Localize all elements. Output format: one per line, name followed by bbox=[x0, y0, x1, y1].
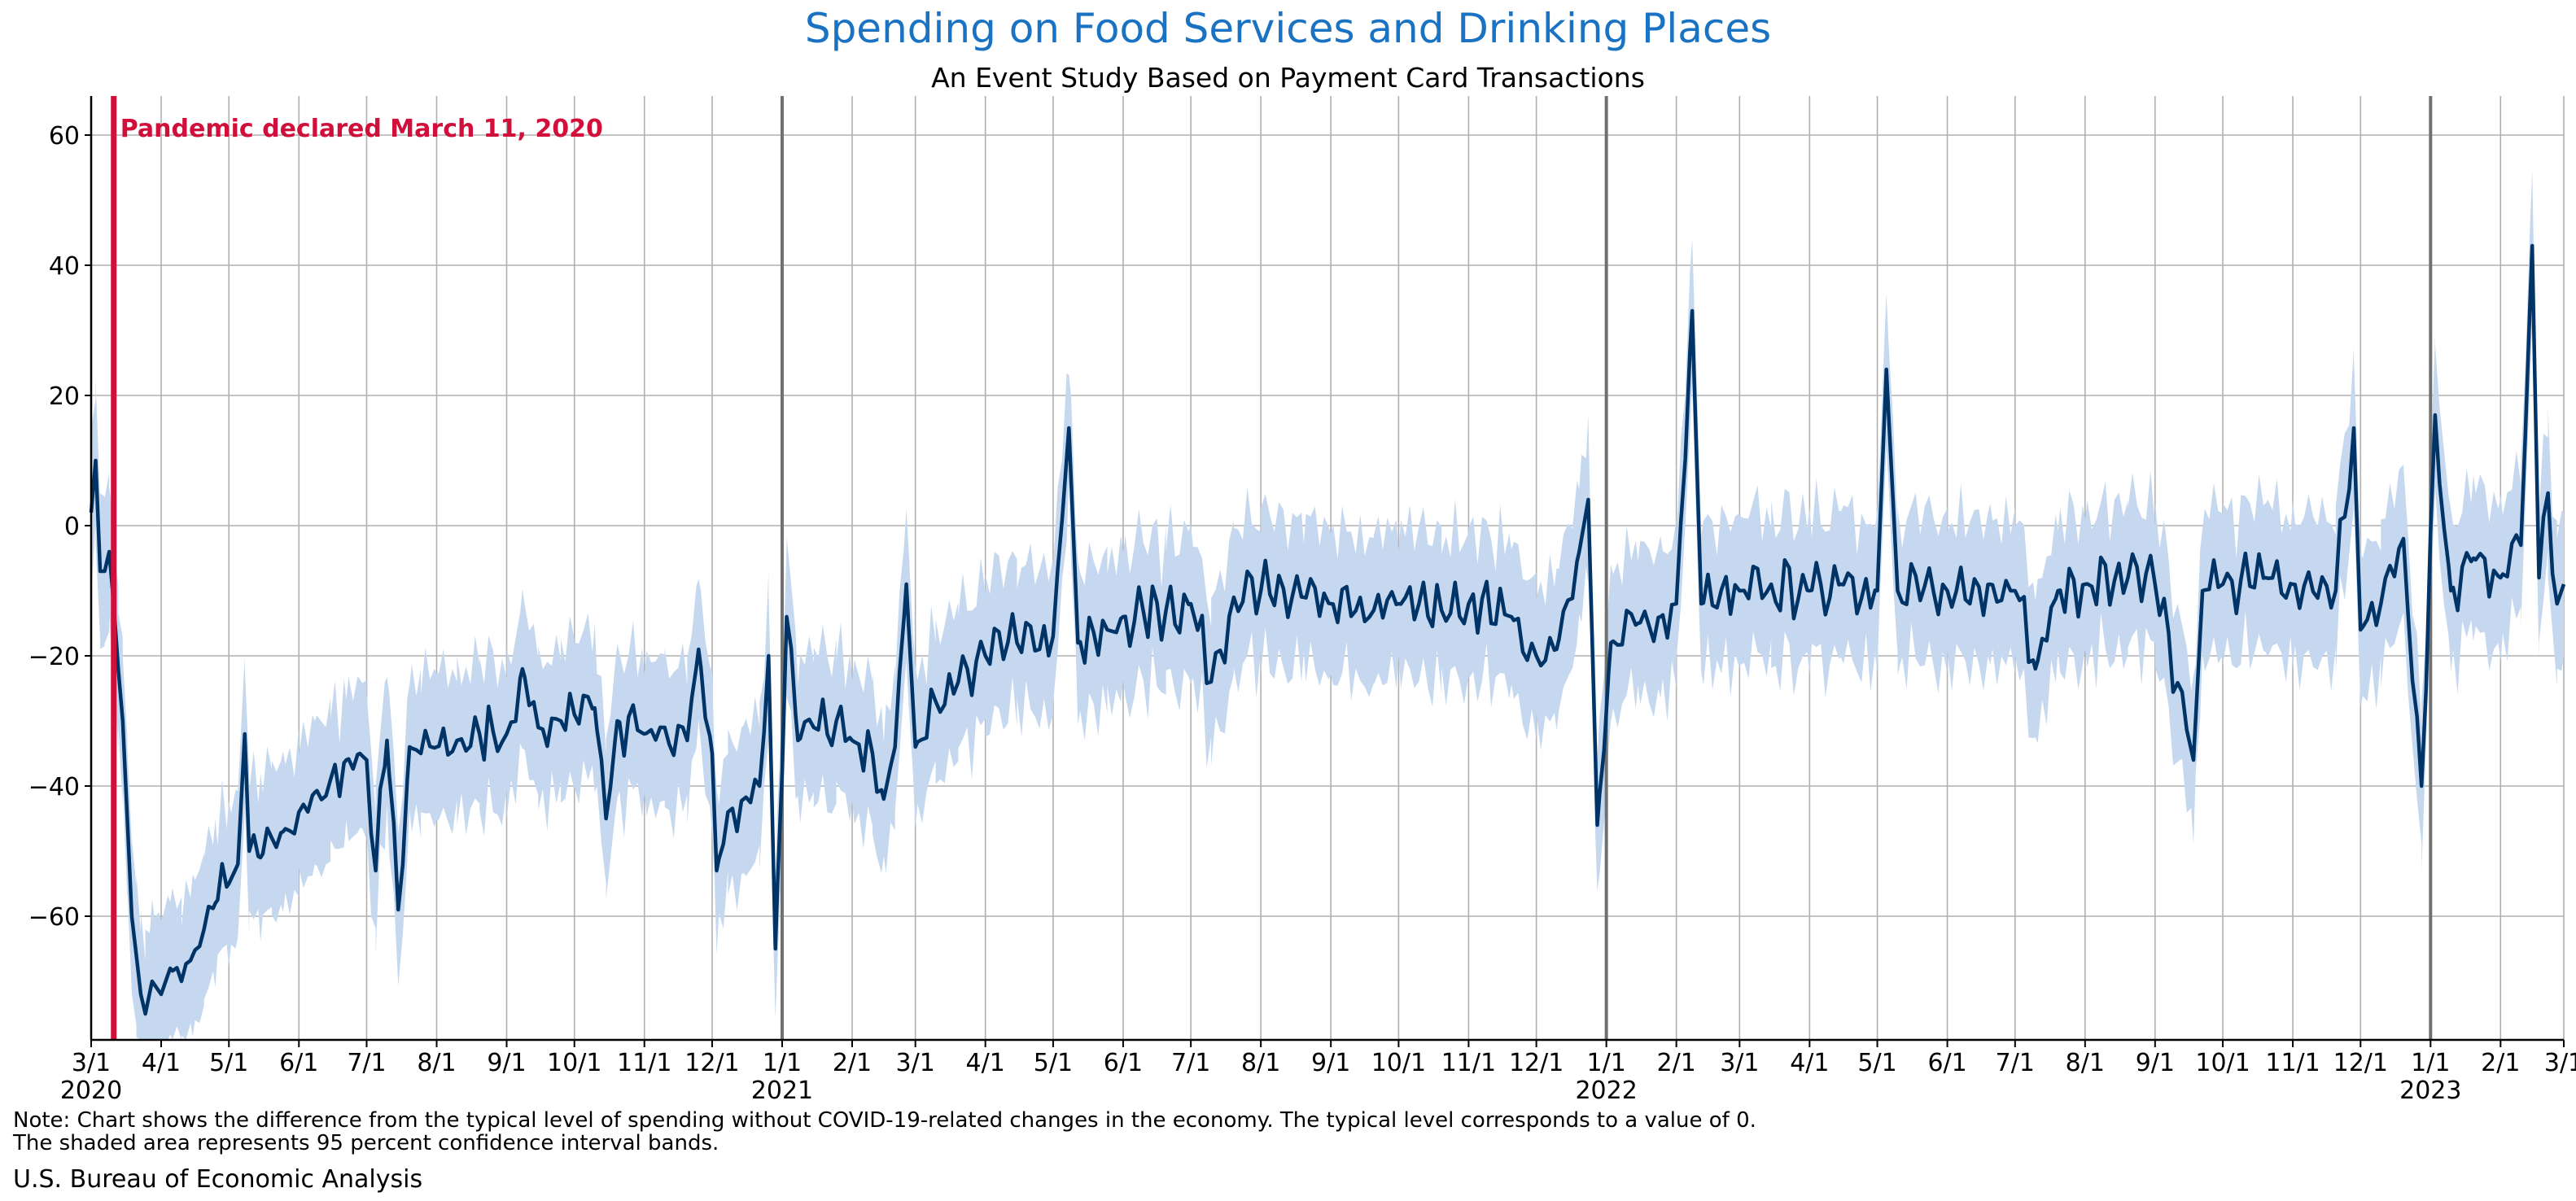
chart-note-line-2: The shaded area represents 95 percent co… bbox=[13, 1131, 719, 1155]
series-path bbox=[89, 243, 2566, 1016]
x-tick-label: 12/1 bbox=[2333, 1049, 2388, 1077]
x-tick-label: 10/1 bbox=[1371, 1049, 1426, 1077]
x-tick-label: 3/1 bbox=[2544, 1049, 2576, 1077]
x-tick-label: 3/1 bbox=[1720, 1049, 1759, 1077]
x-tick-label: 9/1 bbox=[487, 1049, 526, 1077]
x-tick-label: 7/1 bbox=[347, 1049, 386, 1077]
x-tick-label: 3/1 bbox=[72, 1049, 111, 1077]
x-year-label: 2021 bbox=[751, 1077, 813, 1105]
x-tick-label: 4/1 bbox=[1790, 1049, 1829, 1077]
x-tick-label: 6/1 bbox=[279, 1049, 318, 1077]
x-tick-label: 6/1 bbox=[1104, 1049, 1143, 1077]
y-tick-label: 40 bbox=[49, 252, 80, 281]
x-tick-label: 11/1 bbox=[1441, 1049, 1496, 1077]
y-tick-label: −20 bbox=[28, 643, 80, 671]
x-tick-label: 2/1 bbox=[1657, 1049, 1696, 1077]
x-tick-label: 3/1 bbox=[896, 1049, 935, 1077]
x-tick-label: 8/1 bbox=[1241, 1049, 1280, 1077]
x-year-label: 2022 bbox=[1575, 1077, 1637, 1105]
x-tick-label: 7/1 bbox=[1996, 1049, 2035, 1077]
chart-note-line-1: Note: Chart shows the difference from th… bbox=[13, 1108, 1756, 1133]
confidence-band bbox=[91, 169, 2564, 1040]
x-tick-label: 2/1 bbox=[833, 1049, 872, 1077]
x-tick-label: 10/1 bbox=[2195, 1049, 2250, 1077]
x-tick-label: 12/1 bbox=[1509, 1049, 1564, 1077]
y-tick-label: 0 bbox=[64, 513, 80, 541]
y-tick-label: −60 bbox=[28, 903, 80, 932]
source-label: U.S. Bureau of Economic Analysis bbox=[13, 1165, 423, 1194]
y-tick-label: 20 bbox=[49, 382, 80, 411]
x-tick-label: 1/1 bbox=[763, 1049, 802, 1077]
x-tick-label: 7/1 bbox=[1171, 1049, 1210, 1077]
x-tick-label: 8/1 bbox=[417, 1049, 456, 1077]
x-tick-label: 6/1 bbox=[1927, 1049, 1966, 1077]
x-tick-label: 1/1 bbox=[2411, 1049, 2450, 1077]
x-tick-label: 5/1 bbox=[1857, 1049, 1896, 1077]
series-line bbox=[89, 243, 2566, 1016]
line-chart: Pandemic declared March 11, 2020 6040200… bbox=[28, 96, 2576, 1105]
x-tick-label: 5/1 bbox=[209, 1049, 248, 1077]
x-tick-label: 4/1 bbox=[966, 1049, 1005, 1077]
x-tick-label: 5/1 bbox=[1034, 1049, 1073, 1077]
x-tick-label: 11/1 bbox=[617, 1049, 671, 1077]
x-tick-label: 8/1 bbox=[2066, 1049, 2105, 1077]
chart-title: Spending on Food Services and Drinking P… bbox=[804, 5, 1772, 52]
x-tick-label: 2/1 bbox=[2481, 1049, 2520, 1077]
y-tick-label: −40 bbox=[28, 773, 80, 801]
x-tick-label: 11/1 bbox=[2265, 1049, 2320, 1077]
x-year-label: 2023 bbox=[2399, 1077, 2461, 1105]
x-tick-label: 9/1 bbox=[2136, 1049, 2175, 1077]
event-marker: Pandemic declared March 11, 2020 bbox=[111, 96, 603, 1040]
x-year-label: 2020 bbox=[60, 1077, 122, 1105]
x-tick-label: 12/1 bbox=[684, 1049, 739, 1077]
x-tick-label: 4/1 bbox=[142, 1049, 181, 1077]
chart-subtitle: An Event Study Based on Payment Card Tra… bbox=[931, 62, 1645, 94]
x-tick-label: 9/1 bbox=[1311, 1049, 1350, 1077]
confidence-band-area bbox=[91, 169, 2564, 1040]
x-tick-label: 10/1 bbox=[547, 1049, 601, 1077]
x-tick-label: 1/1 bbox=[1587, 1049, 1626, 1077]
y-tick-label: 60 bbox=[49, 122, 80, 151]
pandemic-marker-label: Pandemic declared March 11, 2020 bbox=[120, 115, 603, 143]
